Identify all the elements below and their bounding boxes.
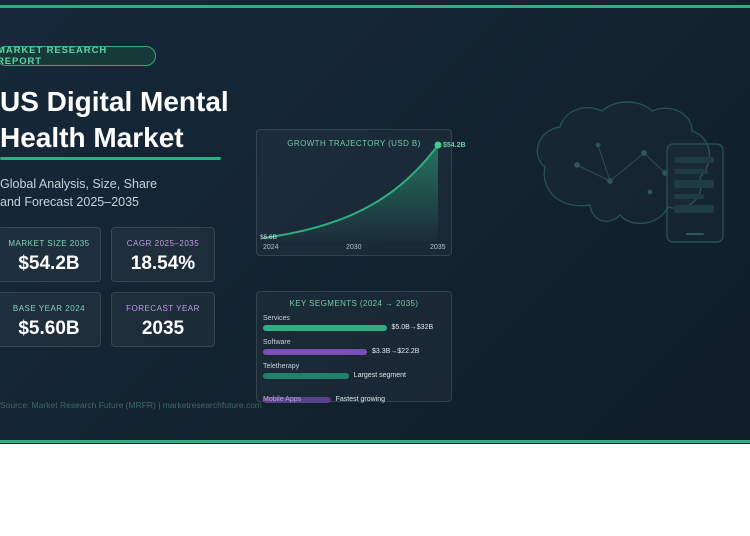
start-value-label: $5.6B — [260, 234, 277, 241]
segment-note: $3.3B→$22.2B — [372, 348, 420, 355]
stat-value: $5.60B — [18, 318, 80, 339]
segment-note: $5.0B→$32B — [391, 324, 434, 331]
segment-label: Software — [263, 339, 291, 346]
stat-label: CAGR 2025–2035 — [126, 239, 200, 248]
report-badge: MARKET RESEARCH REPORT — [0, 45, 156, 67]
stat-card-base-year: BASE YEAR 2024 $5.60B — [0, 292, 101, 347]
segments-title: KEY SEGMENTS (2024 → 2035) — [289, 299, 419, 308]
stat-value: 2035 — [141, 318, 185, 339]
brain-icon — [536, 101, 711, 225]
segment-bar — [263, 397, 331, 403]
stat-label: FORECAST YEAR — [126, 304, 200, 313]
source-credit: Source: Market Research Future (MRFR) | … — [0, 400, 263, 410]
stat-card-forecast-year: FORECAST YEAR 2035 — [111, 292, 215, 347]
report-banner: MARKET RESEARCH REPORT US Digital Mental… — [0, 0, 750, 444]
end-value-label: $54.2B — [443, 142, 466, 149]
segment-bar — [263, 325, 387, 331]
end-point-marker — [434, 141, 442, 149]
segment-label: Services — [263, 315, 290, 322]
top-accent-bar — [0, 5, 750, 8]
smartphone-icon — [666, 143, 724, 243]
stat-card-cagr: CAGR 2025–2035 18.54% — [111, 227, 215, 282]
subtitle-line-1: Global Analysis, Size, Share — [0, 177, 158, 191]
title-line-2: Health Market — [0, 122, 184, 153]
segment-label: Teletherapy — [263, 363, 300, 370]
title-line-1: US Digital Mental — [0, 86, 229, 117]
stat-label: BASE YEAR 2024 — [12, 304, 86, 313]
growth-area — [263, 145, 438, 242]
subtitle-line-2: and Forecast 2025–2035 — [0, 194, 139, 209]
growth-chart — [262, 141, 442, 242]
page-title: US Digital Mental Health Market — [0, 84, 250, 156]
bottom-accent-bar — [0, 440, 750, 443]
x-tick-2030: 2030 — [346, 244, 362, 251]
growth-chart-title: GROWTH TRAJECTORY (USD B) — [287, 139, 421, 148]
subtitle: Global Analysis, Size, Share and Forecas… — [0, 176, 200, 211]
segment-bar — [263, 349, 367, 355]
stat-card-market-size: MARKET SIZE 2035 $54.2B — [0, 227, 101, 282]
segment-note: Fastest growing — [335, 396, 386, 403]
segment-note: Largest segment — [353, 372, 406, 379]
growth-line — [262, 144, 439, 239]
x-tick-2024: 2024 — [263, 244, 279, 251]
growth-chart-panel: GROWTH TRAJECTORY (USD B) $5.6B $54.2B 2… — [256, 129, 466, 256]
stat-value: $54.2B — [18, 253, 80, 274]
stat-value: 18.54% — [130, 253, 196, 274]
x-tick-2035: 2035 — [430, 244, 446, 251]
segments-panel: KEY SEGMENTS (2024 → 2035) Services $5.0B… — [256, 291, 452, 403]
segment-label: Mobile Apps — [263, 396, 302, 403]
segment-bar — [263, 373, 349, 379]
stat-label: MARKET SIZE 2035 — [8, 239, 90, 248]
title-underline — [0, 157, 221, 160]
